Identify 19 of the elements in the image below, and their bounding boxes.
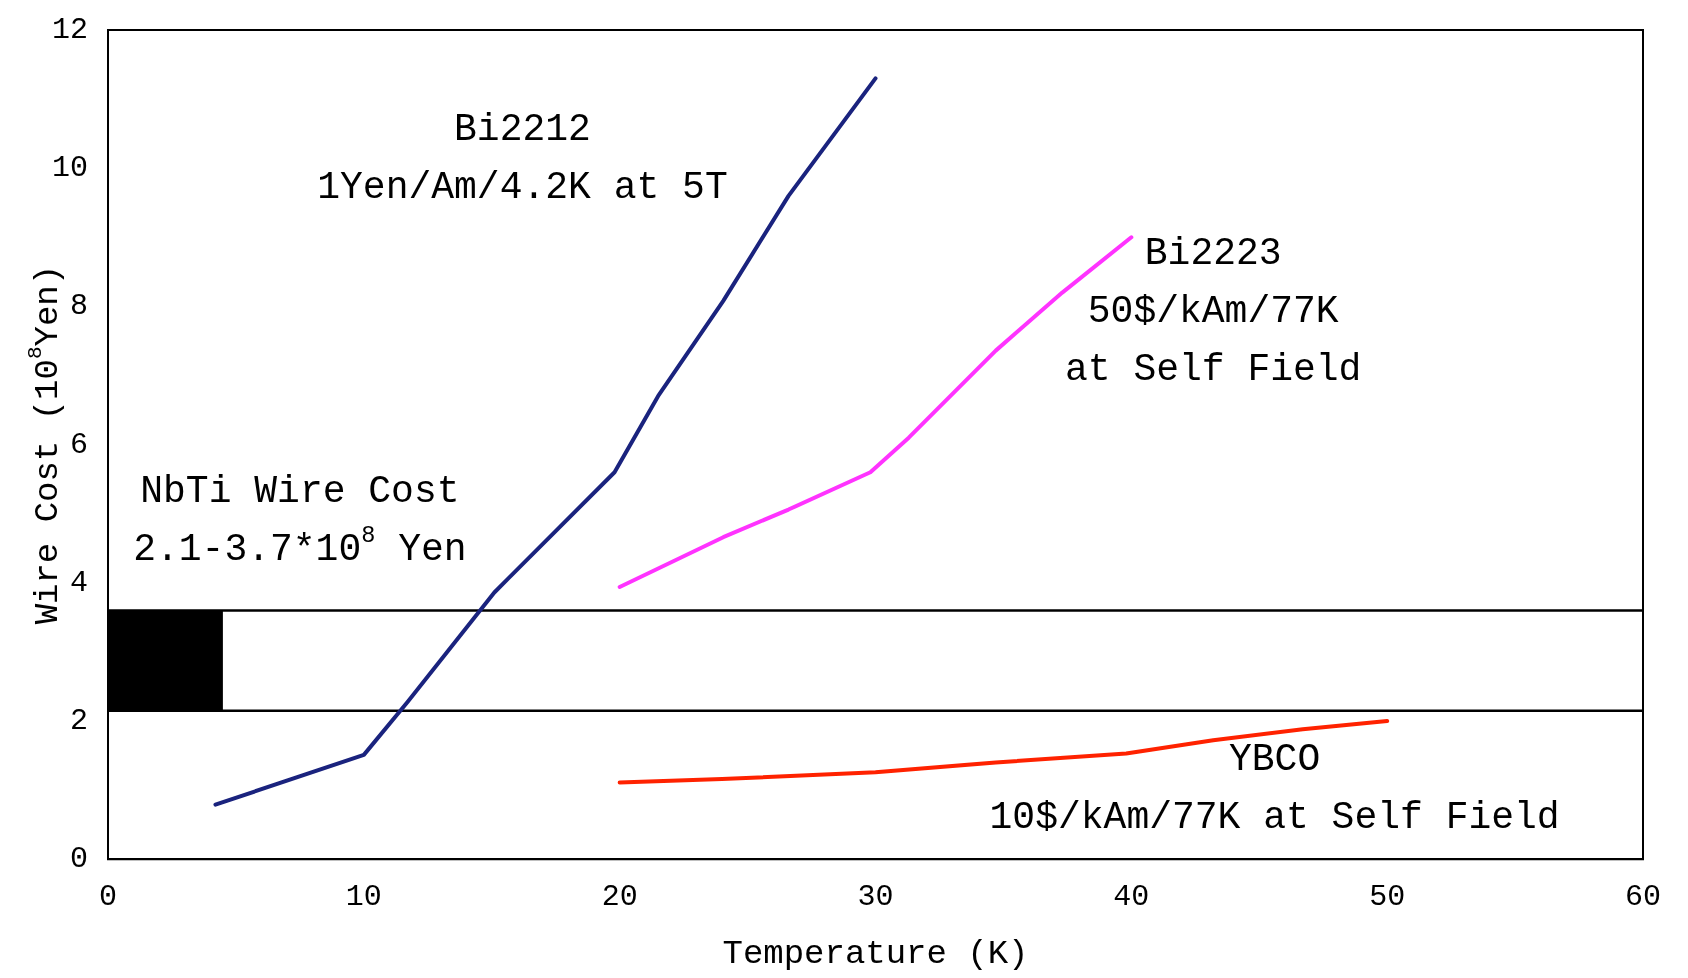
x-tick-label: 40 bbox=[1113, 880, 1150, 915]
x-tick-label: 30 bbox=[857, 880, 894, 915]
y-tick-label: 4 bbox=[69, 565, 89, 600]
y-tick-label: 2 bbox=[69, 703, 89, 738]
y-tick-label: 12 bbox=[51, 12, 89, 47]
annotation: YBCO 10$/kAm/77K at Self Field bbox=[989, 737, 1560, 839]
y-tick-label: 0 bbox=[69, 842, 89, 877]
x-tick-label: 10 bbox=[345, 880, 382, 915]
y-tick-label: 8 bbox=[69, 289, 89, 324]
x-tick-label: 20 bbox=[601, 880, 638, 915]
y-tick-label: 6 bbox=[69, 427, 89, 462]
y-tick-label: 10 bbox=[51, 151, 89, 186]
x-tick-label: 60 bbox=[1624, 880, 1662, 915]
annotation: Bi2223 50$/kAm/77K at Self Field bbox=[1064, 231, 1362, 391]
annotation: Bi2212 1Yen/Am/4.2K at 5T bbox=[317, 107, 728, 209]
y-axis-title: Wire Cost (108Yen) bbox=[22, 264, 67, 625]
x-axis-title: Temperature (K) bbox=[722, 934, 1029, 973]
x-tick-label: 0 bbox=[99, 880, 118, 915]
x-tick-label: 50 bbox=[1369, 880, 1406, 915]
